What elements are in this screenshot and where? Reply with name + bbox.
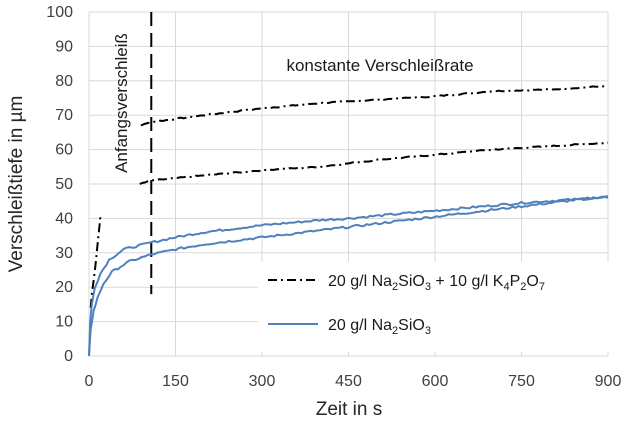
x-tick-label: 450 — [335, 373, 362, 390]
legend-text-part: 20 g/l Na — [328, 273, 392, 290]
series-line — [89, 214, 102, 308]
legend-label: 20 g/l Na2SiO3 — [328, 317, 431, 337]
legend-text-part: P — [510, 273, 521, 290]
legend-text-part: + 10 g/l K — [431, 273, 504, 290]
legend-text-part: SiO — [398, 317, 425, 334]
legend-text-part: SiO — [398, 273, 425, 290]
legend-subscript: 3 — [425, 325, 431, 337]
legend-subscript: 3 — [425, 281, 431, 293]
legend-subscript: 4 — [503, 281, 509, 293]
annotation-initial-wear: Anfangsverschleiß — [112, 33, 131, 173]
legend-subscript: 2 — [520, 281, 526, 293]
series-na2sio3-k4p2o7 — [89, 84, 609, 308]
x-tick-label: 900 — [595, 373, 622, 390]
x-tick-label: 150 — [162, 373, 189, 390]
plot-area — [88, 12, 609, 357]
y-tick-label: 70 — [55, 107, 73, 124]
series-line — [139, 141, 609, 185]
y-tick-label: 0 — [64, 348, 73, 365]
series-line — [88, 195, 609, 357]
x-tick-label: 600 — [422, 373, 449, 390]
y-tick-label: 10 — [55, 314, 73, 331]
y-axis-title: Verschleißtiefe in µm — [6, 96, 27, 273]
y-tick-label: 60 — [55, 142, 73, 159]
y-tick-label: 20 — [55, 279, 73, 296]
y-tick-label: 50 — [55, 176, 73, 193]
y-axis-ticks: 0 10 20 30 40 50 60 70 80 90 100 — [46, 4, 73, 365]
y-tick-label: 30 — [55, 245, 73, 262]
x-tick-label: 300 — [249, 373, 276, 390]
y-tick-label: 80 — [55, 73, 73, 90]
legend-subscript: 2 — [392, 325, 398, 337]
series-line — [88, 195, 609, 357]
y-tick-label: 100 — [46, 4, 73, 21]
series-line — [140, 84, 609, 127]
x-tick-label: 750 — [508, 373, 535, 390]
legend-label: 20 g/l Na2SiO3 + 10 g/l K4P2O7 — [328, 273, 545, 293]
annotation-constant-rate: konstante Verschleißrate — [286, 56, 473, 75]
legend-subscript: 7 — [539, 281, 545, 293]
legend-background — [258, 262, 618, 352]
series-na2sio3 — [88, 195, 609, 357]
legend-text-part: 20 g/l Na — [328, 317, 392, 334]
y-tick-label: 40 — [55, 210, 73, 227]
legend-subscript: 2 — [392, 281, 398, 293]
x-axis-title: Zeit in s — [316, 399, 383, 420]
legend-text-part: O — [526, 273, 538, 290]
x-tick-label: 0 — [85, 373, 94, 390]
y-tick-label: 90 — [55, 38, 73, 55]
x-axis-ticks: 0 150 300 450 600 750 900 — [85, 373, 622, 390]
